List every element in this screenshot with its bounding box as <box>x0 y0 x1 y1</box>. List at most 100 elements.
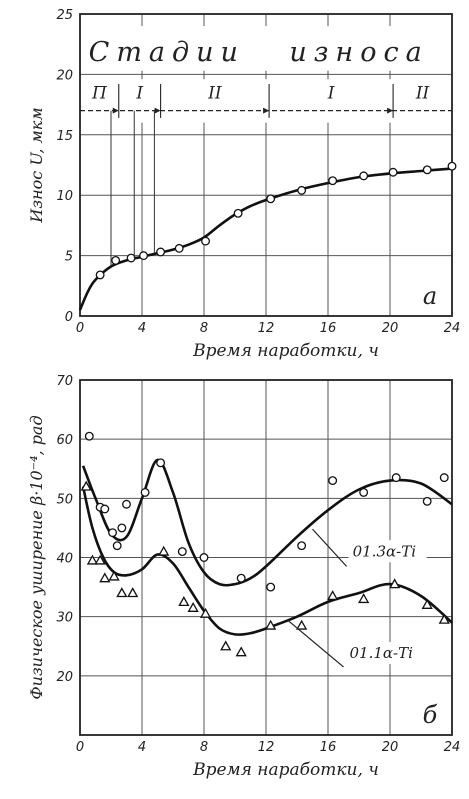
data-point <box>100 504 110 514</box>
data-point-triangle <box>158 545 170 556</box>
x-tick-label: 0 <box>76 321 84 336</box>
data-point <box>359 171 369 181</box>
data-point-triangle <box>421 599 433 609</box>
data-point <box>156 458 166 468</box>
stage-label: II <box>415 84 430 104</box>
data-point-triangle <box>116 587 128 598</box>
y-tick-label: 25 <box>56 8 73 23</box>
data-point <box>126 253 136 263</box>
stage-arrow <box>387 107 394 114</box>
data-point <box>174 243 184 253</box>
data-point <box>117 523 127 533</box>
data-point-triangle <box>327 590 339 601</box>
x-axis-label: Время наработки, ч <box>192 341 379 361</box>
x-tick-label: 12 <box>258 740 275 755</box>
data-point <box>422 165 432 175</box>
series-callout-line <box>312 528 348 567</box>
data-point <box>328 176 338 186</box>
data-point-triangle <box>94 554 106 565</box>
x-tick-label: 16 <box>320 740 337 755</box>
chart-title-word: Стадии <box>89 37 245 68</box>
series-label-bg <box>348 540 427 563</box>
stage-label: I <box>327 84 335 104</box>
panel-label: б <box>423 701 438 729</box>
chart-title-word: износа <box>289 37 428 68</box>
x-tick-label: 16 <box>320 321 337 336</box>
data-point-triangle <box>99 572 111 583</box>
data-point-triangle <box>86 554 99 565</box>
x-tick-label: 4 <box>138 740 146 755</box>
x-tick-label: 4 <box>138 321 146 336</box>
series-label: 01.3α-Ti <box>353 542 417 560</box>
y-tick-label: 70 <box>56 374 73 389</box>
y-tick-label: 60 <box>56 433 73 448</box>
panel-label: а <box>423 282 437 310</box>
data-point <box>266 194 276 204</box>
data-point <box>112 541 122 551</box>
data-point <box>266 582 276 592</box>
data-point <box>391 473 401 483</box>
data-point-triangle <box>438 613 450 624</box>
y-tick-label: 20 <box>56 670 73 685</box>
stage-label: II <box>207 84 222 104</box>
title-band <box>82 26 450 71</box>
data-point <box>156 247 166 257</box>
y-tick-label: 15 <box>56 129 73 144</box>
x-tick-label: 8 <box>200 321 208 336</box>
data-point-triangle <box>187 601 199 612</box>
data-point <box>439 473 449 483</box>
x-tick-label: 24 <box>444 740 461 755</box>
stage-arrow <box>263 107 270 114</box>
chart-panel-b: 0 4 8 12 16 20 24 20 30 40 50 60 70 Время наработки, … <box>27 374 460 780</box>
stage-label: П <box>91 84 108 104</box>
data-point-triangle <box>389 578 401 589</box>
stage-arrow <box>154 107 161 114</box>
x-tick-label: 12 <box>258 321 275 336</box>
y-tick-label: 5 <box>65 250 73 265</box>
data-point <box>95 270 105 280</box>
data-point <box>139 251 148 261</box>
y-tick-label: 20 <box>56 68 73 83</box>
data-point-triangle <box>235 646 247 657</box>
x-tick-label: 0 <box>76 740 84 755</box>
data-point-triangle <box>199 607 212 618</box>
data-point <box>140 487 150 497</box>
data-point <box>447 161 457 171</box>
plot-frame <box>79 379 453 736</box>
chart-panel-a: 0 4 8 12 16 20 24 0 5 10 15 20 25 Время наработки, ч И… <box>27 8 460 361</box>
y-tick-label: 40 <box>56 552 73 567</box>
x-axis-label: Время наработки, ч <box>192 760 379 780</box>
data-point <box>233 208 243 218</box>
data-point <box>177 547 187 557</box>
data-point-triangle <box>108 570 120 581</box>
x-tick-label: 8 <box>200 740 208 755</box>
data-point <box>297 541 307 551</box>
data-point <box>236 573 246 583</box>
x-tick-label: 20 <box>382 321 399 336</box>
data-point <box>422 496 432 506</box>
y-axis-label: Износ U, мкм <box>27 107 46 223</box>
data-point <box>201 236 210 246</box>
stage-label: I <box>135 84 143 104</box>
y-tick-label: 30 <box>56 611 73 626</box>
stage-arrow <box>112 107 119 114</box>
data-point-triangle <box>127 587 139 598</box>
data-point <box>297 185 307 195</box>
data-point-triangle <box>265 619 277 630</box>
series-line <box>78 167 453 311</box>
x-tick-label: 24 <box>444 321 461 336</box>
data-point-triangle <box>358 593 370 604</box>
y-axis-label: Физическое уширение β·10⁻⁴, рад <box>27 415 46 699</box>
stage-band <box>82 79 450 123</box>
data-point <box>328 476 338 486</box>
data-point <box>122 499 131 509</box>
data-point <box>111 255 121 265</box>
data-point <box>388 167 398 177</box>
data-point <box>84 431 94 441</box>
data-point-triangle <box>220 640 232 651</box>
y-tick-label: 50 <box>56 492 73 507</box>
y-tick-label: 0 <box>65 310 73 325</box>
data-point <box>199 553 209 562</box>
series-label: 01.1α-Ti <box>350 644 414 662</box>
